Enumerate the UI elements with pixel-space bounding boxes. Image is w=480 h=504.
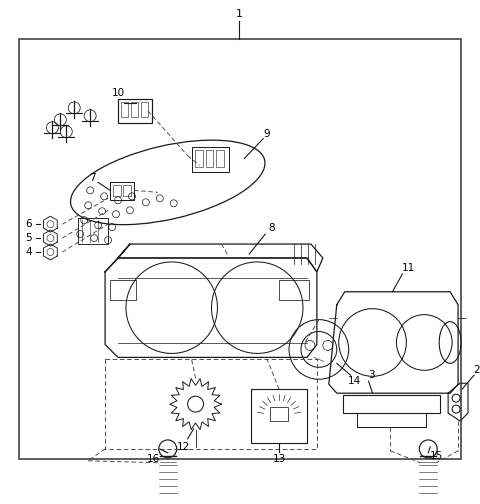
Bar [270,407,288,421]
Bar [343,395,440,413]
Bar [110,182,134,200]
Text: 6: 6 [25,219,32,229]
Bar [205,150,214,167]
Bar [118,99,152,123]
Bar [251,389,307,443]
Bar [279,280,309,300]
Bar [78,218,108,244]
Text: 11: 11 [402,263,415,273]
Text: 3: 3 [368,370,375,381]
Bar [194,150,203,167]
Text: 8: 8 [268,223,275,233]
Text: 4: 4 [25,247,32,257]
Text: 10: 10 [111,88,125,98]
Bar [123,185,131,197]
Text: 9: 9 [264,129,271,139]
Text: 16: 16 [147,454,160,464]
Bar [110,280,136,300]
Bar [192,147,229,172]
Bar [19,39,461,459]
Text: 12: 12 [177,442,190,452]
Text: 2: 2 [474,365,480,375]
Bar [141,102,148,117]
Text: 5: 5 [25,233,32,243]
Text: 7: 7 [89,173,96,183]
Bar [131,102,138,117]
Bar [216,150,225,167]
Text: 15: 15 [430,451,443,461]
Bar [113,185,121,197]
Text: 13: 13 [273,454,286,464]
Text: 14: 14 [348,376,361,386]
Bar [121,102,128,117]
Text: 1: 1 [236,10,243,19]
